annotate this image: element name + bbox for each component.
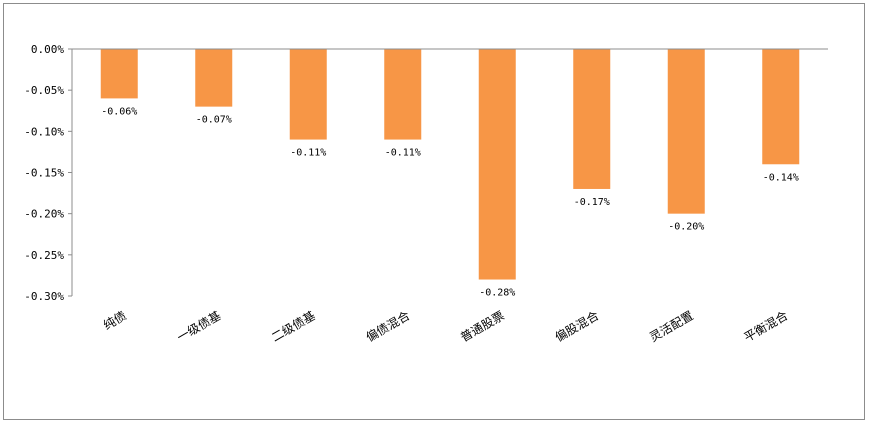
bar — [667, 49, 705, 214]
y-tick-label: -0.15% — [24, 167, 64, 180]
data-labels: -0.06% -0.07% -0.11% -0.11% -0.28% -0.17% -0.2… — [101, 106, 799, 298]
y-tick-label: -0.25% — [24, 249, 64, 262]
category-label: 灵活配置 — [647, 308, 696, 344]
data-label: -0.14% — [763, 172, 799, 183]
y-axis: 0.00% -0.05% -0.10% -0.15% -0.20% -0.25% -0.30… — [24, 43, 73, 303]
chart-frame — [3, 3, 865, 420]
bar — [478, 49, 516, 280]
data-label: -0.20% — [668, 222, 704, 233]
data-label: -0.17% — [574, 197, 610, 208]
category-label: 偏股混合 — [552, 308, 601, 345]
data-label: -0.11% — [385, 148, 421, 159]
bar — [573, 49, 611, 189]
category-label: 普通股票 — [458, 308, 507, 344]
category-labels: 纯债 一级债基 二级债基 偏债混合 普通股票 偏股混合 灵活配置 平衡混合 — [101, 308, 790, 345]
bar — [100, 49, 138, 99]
category-label: 纯债 — [101, 308, 129, 332]
category-label: 一级债基 — [175, 308, 224, 344]
y-tick-label: -0.30% — [24, 290, 64, 303]
bar — [384, 49, 422, 140]
data-label: -0.07% — [196, 115, 232, 126]
bars — [100, 49, 800, 280]
y-tick-label: -0.20% — [24, 208, 64, 221]
y-tick-label: -0.10% — [24, 125, 64, 138]
category-label: 二级债基 — [269, 308, 318, 344]
y-tick-label: 0.00% — [31, 43, 64, 56]
y-tick-label: -0.05% — [24, 84, 64, 97]
bar — [195, 49, 233, 107]
data-label: -0.06% — [101, 106, 137, 117]
bar — [762, 49, 800, 165]
data-label: -0.28% — [479, 288, 515, 299]
bar — [289, 49, 327, 140]
data-label: -0.11% — [290, 148, 326, 159]
category-label: 偏债混合 — [363, 308, 412, 345]
category-label: 平衡混合 — [741, 308, 790, 345]
